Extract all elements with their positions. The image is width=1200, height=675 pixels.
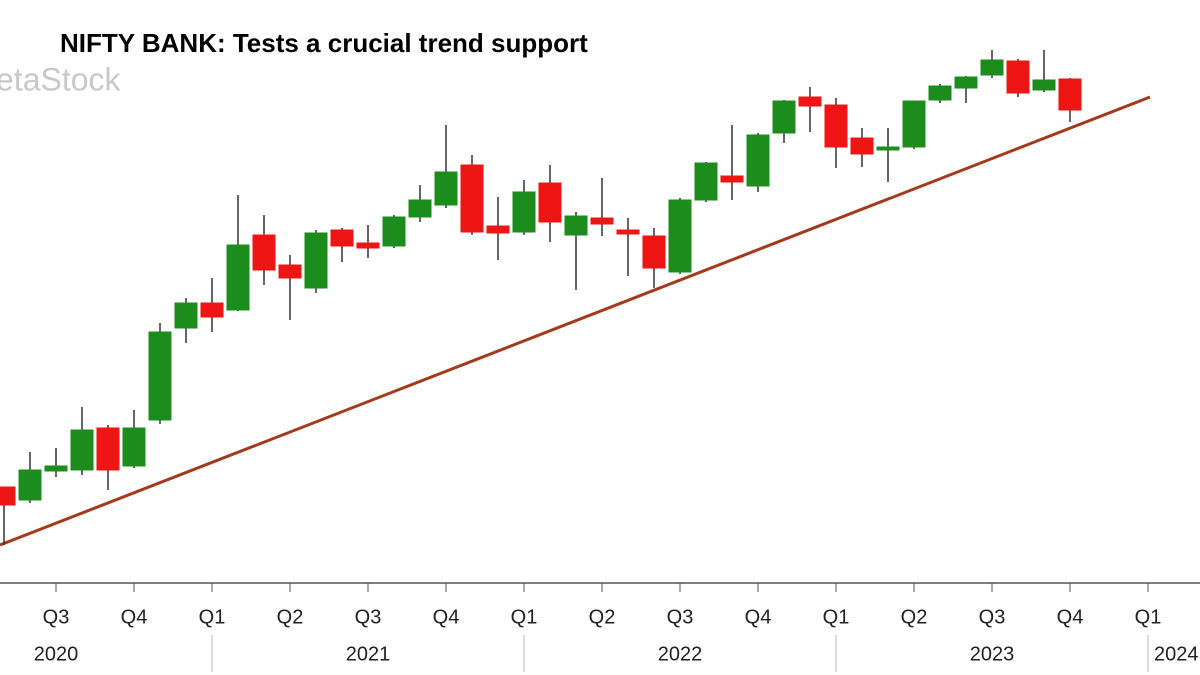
candle-body xyxy=(226,244,250,311)
candle-body xyxy=(382,216,406,247)
x-tick-label: Q3 xyxy=(43,606,70,628)
candle-body xyxy=(44,465,68,472)
candle-body xyxy=(200,302,224,318)
year-label: 2020 xyxy=(34,643,79,665)
year-label: 2024 xyxy=(1154,643,1199,665)
x-tick-label: Q2 xyxy=(901,606,928,628)
candle-body xyxy=(356,242,380,249)
candle-body xyxy=(954,76,978,89)
candle-body xyxy=(616,229,640,235)
chart-title: NIFTY BANK: Tests a crucial trend suppor… xyxy=(60,28,588,58)
candle-body xyxy=(876,146,900,151)
x-tick-label: Q1 xyxy=(823,606,850,628)
candle-body xyxy=(460,164,484,233)
year-label: 2021 xyxy=(346,643,391,665)
candle-body xyxy=(408,199,432,218)
year-label: 2022 xyxy=(658,643,703,665)
candle-body xyxy=(772,100,796,134)
candle-body xyxy=(70,429,94,471)
candle-body xyxy=(694,162,718,201)
x-tick-label: Q1 xyxy=(199,606,226,628)
candle-body xyxy=(642,235,666,269)
x-tick-label: Q1 xyxy=(1135,606,1162,628)
candle-body xyxy=(122,427,146,467)
x-tick-label: Q3 xyxy=(355,606,382,628)
candle-body xyxy=(96,427,120,471)
x-tick-label: Q2 xyxy=(589,606,616,628)
x-tick-label: Q3 xyxy=(979,606,1006,628)
candle-body xyxy=(980,59,1004,76)
candle-body xyxy=(252,234,276,271)
x-tick-label: Q4 xyxy=(745,606,772,628)
trendline xyxy=(0,95,1151,547)
candle-body xyxy=(928,85,952,101)
candle-body xyxy=(278,264,302,279)
x-tick-label: Q4 xyxy=(1057,606,1084,628)
candle-body xyxy=(1032,79,1056,91)
candle-body xyxy=(148,331,172,421)
candle-body xyxy=(304,232,328,289)
candle-body xyxy=(538,182,562,223)
candle-body xyxy=(486,225,510,234)
candle-body xyxy=(330,229,354,247)
candle-body xyxy=(512,191,536,233)
x-tick-label: Q3 xyxy=(667,606,694,628)
candle-body xyxy=(564,215,588,236)
candle-body xyxy=(824,104,848,148)
x-tick-label: Q1 xyxy=(511,606,538,628)
candle-body xyxy=(798,96,822,107)
x-tick-label: Q2 xyxy=(277,606,304,628)
x-tick-label: Q4 xyxy=(121,606,148,628)
candle-body xyxy=(590,217,614,225)
watermark: etaStock xyxy=(0,61,122,97)
candle-body xyxy=(0,486,16,506)
candle-body xyxy=(746,134,770,187)
year-label: 2023 xyxy=(970,643,1015,665)
candle-body xyxy=(850,137,874,155)
candle-body xyxy=(434,171,458,206)
candle-body xyxy=(174,302,198,329)
candle-body xyxy=(902,100,926,148)
x-tick-label: Q4 xyxy=(433,606,460,628)
candle-body xyxy=(18,469,42,501)
candle-body xyxy=(1006,60,1030,94)
candle-body xyxy=(720,175,744,183)
candle-body xyxy=(1058,78,1082,111)
candle-body xyxy=(668,199,692,273)
